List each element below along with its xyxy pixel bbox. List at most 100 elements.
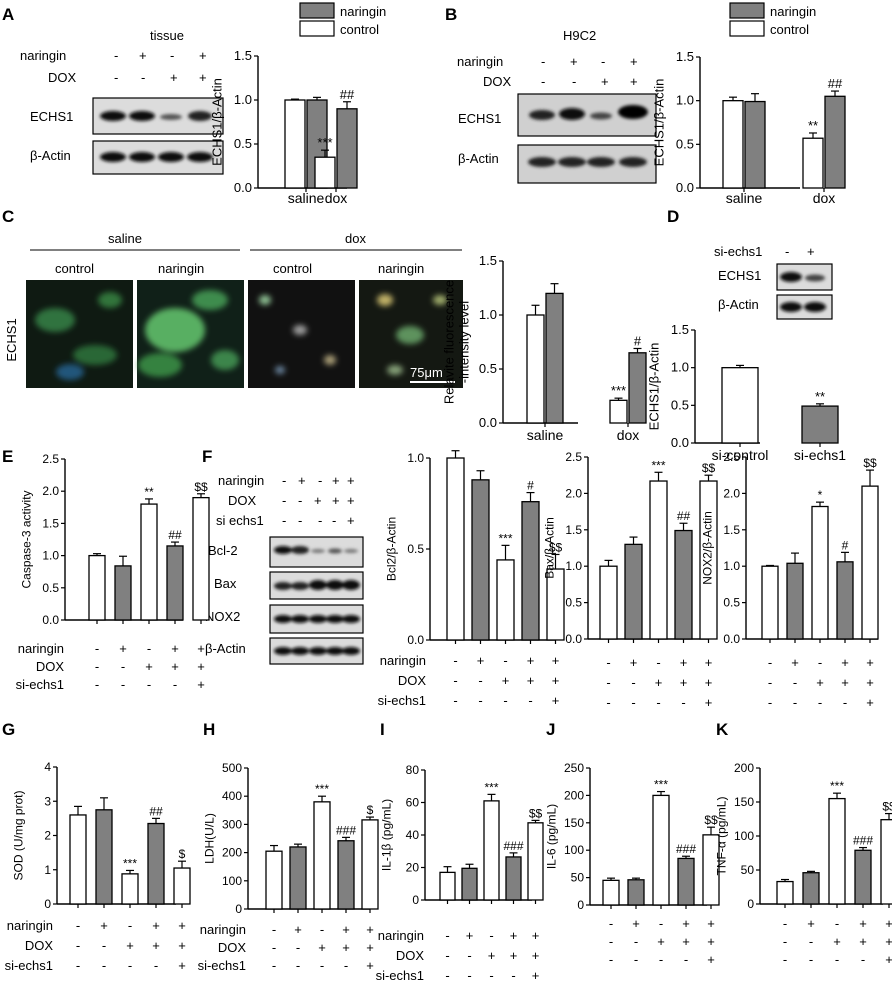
y-axis-label: TNF-α (pg/mL) bbox=[715, 797, 729, 876]
bar bbox=[483, 800, 500, 901]
y-tick-label: 150 bbox=[734, 795, 754, 809]
band bbox=[291, 615, 309, 623]
treatment-sign: + bbox=[552, 693, 560, 708]
treatment-sign: - bbox=[783, 916, 787, 931]
y-tick-label: 1.5 bbox=[234, 48, 252, 63]
bar bbox=[744, 100, 766, 189]
sign: + bbox=[347, 493, 355, 508]
band bbox=[311, 549, 325, 553]
y-tick-label: 1.0 bbox=[565, 559, 582, 573]
band bbox=[274, 546, 292, 554]
treatment-sign: - bbox=[818, 655, 822, 670]
bar bbox=[811, 505, 829, 640]
western-blot-a: tissue naringin DOX - + - + - - + + ECHS… bbox=[20, 28, 224, 175]
y-tick-label: 0.5 bbox=[42, 581, 59, 595]
treatment-label-si-echs1: si echs1 bbox=[216, 513, 264, 528]
treatment-sign: + bbox=[119, 641, 127, 656]
bar bbox=[828, 797, 846, 905]
column-label: naringin bbox=[158, 261, 204, 276]
band bbox=[100, 152, 126, 162]
sign: + bbox=[199, 70, 207, 85]
y-tick-label: 1.5 bbox=[42, 516, 59, 530]
treatment-sign: + bbox=[126, 938, 134, 953]
significance-mark: # bbox=[842, 538, 849, 552]
panel-letter-a: A bbox=[2, 5, 14, 24]
bar bbox=[471, 479, 490, 641]
bar bbox=[439, 871, 456, 901]
bar bbox=[313, 801, 331, 910]
sign: - bbox=[298, 493, 302, 508]
significance-mark: *** bbox=[484, 780, 498, 794]
y-axis-label: Bcl2/β-Actin bbox=[385, 517, 399, 581]
group-label-saline: saline bbox=[108, 231, 142, 246]
legend-swatch-naringin bbox=[729, 2, 765, 19]
y-tick-label: 1.0 bbox=[407, 451, 424, 465]
treatment-sign: - bbox=[121, 659, 125, 674]
treatment-sign: + bbox=[705, 695, 713, 710]
treatment-sign: - bbox=[609, 934, 613, 949]
treatment-sign: - bbox=[147, 677, 151, 692]
significance-mark: ### bbox=[336, 823, 356, 837]
y-axis-label: Bax/β-Actin bbox=[543, 517, 557, 579]
treatment-row-label: DOX bbox=[398, 673, 427, 688]
x-tick-label: saline bbox=[288, 190, 325, 206]
treatment-sign: - bbox=[320, 922, 324, 937]
y-tick-label: 0.5 bbox=[234, 136, 252, 151]
treatment-sign: - bbox=[503, 693, 507, 708]
sign: + bbox=[630, 74, 638, 89]
treatment-sign: - bbox=[489, 968, 493, 983]
y-tick-label: 1.5 bbox=[565, 523, 582, 537]
sign: + bbox=[332, 473, 340, 488]
treatment-row-label: DOX bbox=[25, 938, 54, 953]
y-axis-label-line: IL-6 (pg/mL) bbox=[545, 804, 559, 869]
treatment-sign: - bbox=[809, 952, 813, 967]
bar bbox=[505, 856, 522, 901]
bar bbox=[265, 850, 283, 910]
legend-label-naringin: naringin bbox=[770, 4, 816, 19]
band bbox=[344, 549, 358, 553]
panel-letter-e: E bbox=[2, 447, 13, 466]
treatment-sign: + bbox=[630, 655, 638, 670]
treatment-row-label: naringin bbox=[380, 653, 426, 668]
column-label: naringin bbox=[378, 261, 424, 276]
band bbox=[326, 580, 344, 590]
y-axis-label: IL-1β (pg/mL) bbox=[380, 799, 394, 871]
bar bbox=[192, 496, 210, 621]
y-tick-label: 50 bbox=[741, 863, 755, 877]
treatment-sign: - bbox=[528, 693, 532, 708]
y-tick-label: 250 bbox=[564, 761, 584, 775]
treatment-label-si-echs1: si-echs1 bbox=[714, 244, 762, 259]
y-tick-label: 1.5 bbox=[723, 523, 740, 537]
sign: + bbox=[170, 70, 178, 85]
bar bbox=[602, 879, 620, 906]
y-axis-label: NOX2/β-Actin bbox=[701, 511, 715, 585]
treatment-sign: + bbox=[841, 655, 849, 670]
band bbox=[188, 111, 212, 121]
treatment-sign: + bbox=[197, 677, 205, 692]
bar bbox=[801, 405, 839, 444]
treatment-sign: + bbox=[366, 940, 374, 955]
y-axis-label-line: LDH(U/L) bbox=[203, 813, 217, 864]
panel-letter-g: G bbox=[2, 720, 15, 739]
y-tick-label: 4 bbox=[44, 760, 51, 774]
band-label-beta-actin: β-Actin bbox=[458, 151, 499, 166]
western-blot-b: H9C2 naringin DOX - + - + - - + + ECHS1 … bbox=[457, 28, 657, 184]
bar bbox=[599, 565, 618, 640]
band-label-echs1: ECHS1 bbox=[718, 268, 761, 283]
treatment-sign: + bbox=[841, 675, 849, 690]
bar bbox=[776, 880, 794, 905]
sign: + bbox=[139, 48, 147, 63]
treatment-sign: - bbox=[634, 934, 638, 949]
treatment-sign: + bbox=[171, 659, 179, 674]
treatment-sign: - bbox=[783, 952, 787, 967]
treatment-sign: + bbox=[366, 922, 374, 937]
treatment-sign: - bbox=[102, 958, 106, 973]
band bbox=[328, 548, 342, 554]
sign: + bbox=[332, 493, 340, 508]
panel-letter-h: H bbox=[203, 720, 215, 739]
treatment-sign: - bbox=[606, 675, 610, 690]
significance-mark: *** bbox=[498, 531, 512, 545]
treatment-sign: - bbox=[95, 641, 99, 656]
y-tick-label: 2.5 bbox=[723, 450, 740, 464]
y-axis-label-line: NOX2/β-Actin bbox=[701, 511, 715, 585]
